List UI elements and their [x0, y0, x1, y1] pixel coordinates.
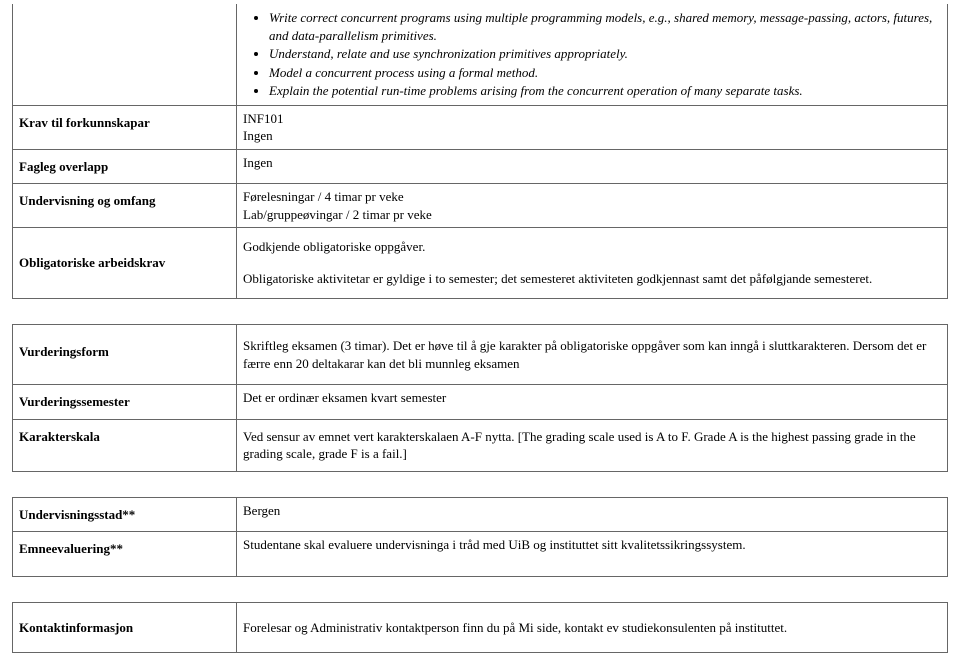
- prereq-course: INF101: [243, 110, 941, 128]
- location-label: Undervisningsstad**: [13, 497, 237, 532]
- outcome-text: Model a concurrent process using a forma…: [269, 65, 538, 80]
- teaching-line1: Førelesningar / 4 timar pr veke: [243, 188, 941, 206]
- location-value: Bergen: [237, 497, 948, 532]
- evaluation-value: Studentane skal evaluere undervisninga i…: [237, 532, 948, 577]
- mandatory-label: Obligatoriske arbeidskrav: [13, 228, 237, 299]
- overlap-label: Fagleg overlapp: [13, 149, 237, 184]
- list-item: Model a concurrent process using a forma…: [269, 64, 941, 82]
- list-item: Explain the potential run-time problems …: [269, 82, 941, 100]
- grading-label: Karakterskala: [13, 419, 237, 471]
- teaching-label: Undervisning og omfang: [13, 184, 237, 228]
- outcome-text: Explain the potential run-time problems …: [269, 83, 803, 98]
- learning-outcomes-list: Write correct concurrent programs using …: [269, 9, 941, 100]
- mandatory-line1: Godkjende obligatoriske oppgåver.: [243, 238, 941, 256]
- mandatory-value: Godkjende obligatoriske oppgåver. Obliga…: [237, 228, 948, 299]
- assess-sem-value: Det er ordinær eksamen kvart semester: [237, 385, 948, 420]
- prereq-text: Ingen: [243, 127, 941, 145]
- prereq-value: INF101 Ingen: [237, 105, 948, 149]
- outcome-text: Write correct concurrent programs using …: [269, 10, 932, 43]
- assess-sem-label: Vurderingssemester: [13, 385, 237, 420]
- course-info-table: Write correct concurrent programs using …: [12, 4, 948, 653]
- grading-value: Ved sensur av emnet vert karakterskalaen…: [237, 419, 948, 471]
- contact-value: Forelesar og Administrativ kontaktperson…: [237, 602, 948, 653]
- list-item: Write correct concurrent programs using …: [269, 9, 941, 44]
- teaching-value: Førelesningar / 4 timar pr veke Lab/grup…: [237, 184, 948, 228]
- assessment-label: Vurderingsform: [13, 325, 237, 385]
- assessment-value: Skriftleg eksamen (3 timar). Det er høve…: [237, 325, 948, 385]
- mandatory-line2: Obligatoriske aktivitetar er gyldige i t…: [243, 270, 941, 288]
- overlap-value: Ingen: [237, 149, 948, 184]
- learning-outcomes-cell: Write correct concurrent programs using …: [237, 4, 948, 105]
- contact-label: Kontaktinformasjon: [13, 602, 237, 653]
- prereq-label: Krav til forkunnskapar: [13, 105, 237, 149]
- learning-outcomes-label-cell: [13, 4, 237, 105]
- outcome-text: Understand, relate and use synchronizati…: [269, 46, 628, 61]
- teaching-line2: Lab/gruppeøvingar / 2 timar pr veke: [243, 206, 941, 224]
- list-item: Understand, relate and use synchronizati…: [269, 45, 941, 63]
- evaluation-label: Emneevaluering**: [13, 532, 237, 577]
